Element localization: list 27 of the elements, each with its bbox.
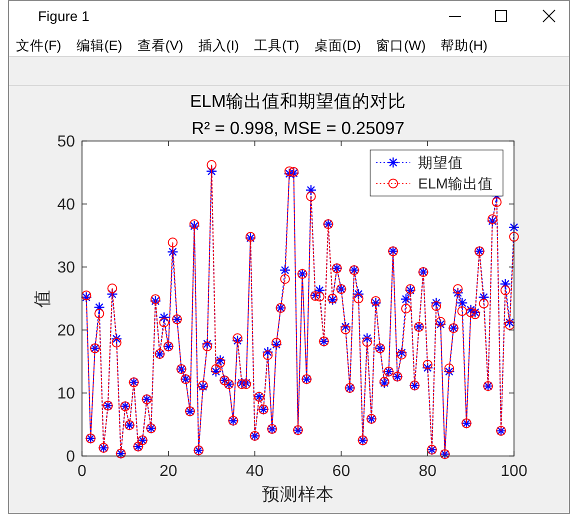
chart-title: ELM输出值和期望值的对比 [190,91,406,111]
y-tick-label: 10 [57,386,76,403]
x-tick-label: 80 [418,463,437,480]
caption: Figure 1 [38,8,90,24]
text: 文件(F) [16,38,62,53]
x-tick-label: 20 [160,463,178,480]
text: 窗口(W) [376,38,426,53]
y-tick-label: 40 [57,196,76,214]
text: 工具(T) [254,38,300,53]
y-tick-label: 50 [57,134,76,151]
x-axis-title: 预测样本 [262,484,334,504]
x-tick-label: 40 [246,463,264,480]
text: 查看(V) [137,38,184,53]
x-tick-label: 100 [500,463,528,480]
text: 插入(I) [198,38,239,53]
x-tick-label: 0 [78,463,87,480]
y-tick-label: 0 [66,448,76,466]
chart-subtitle: R² = 0.998, MSE = 0.25097 [191,118,405,138]
y-axis-title: 值 [32,290,52,308]
text: 桌面(D) [314,38,361,53]
y-tick-label: 30 [57,260,76,277]
text: 帮助(H) [440,38,488,53]
legend-label: 期望值 [418,154,464,172]
y-tick-label: 20 [57,322,76,340]
legend-label: ELM输出值 [418,176,493,192]
x-tick-label: 60 [332,463,350,480]
text: 编辑(E) [76,38,122,53]
